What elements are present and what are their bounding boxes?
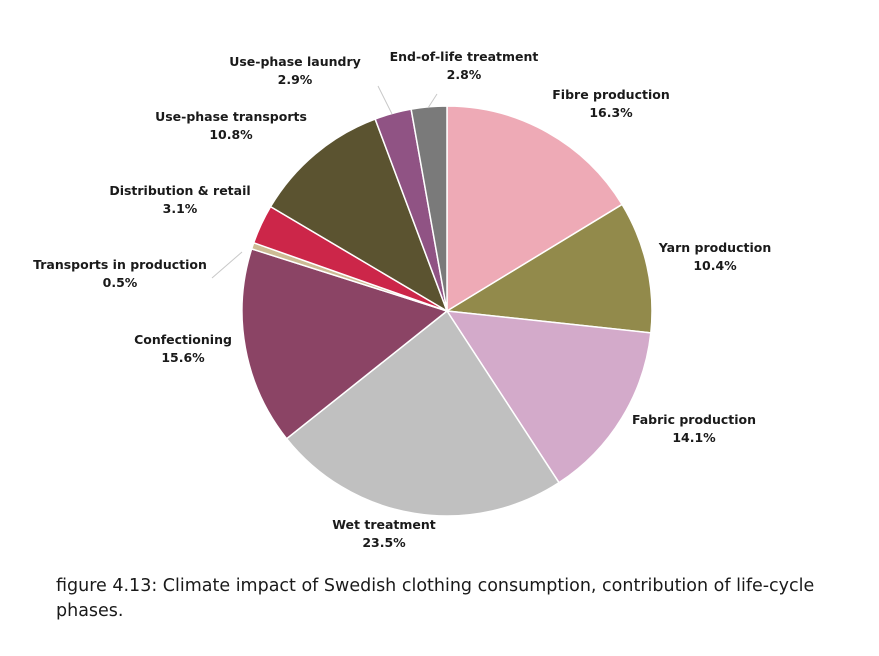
pie-slice-confectioning — [241, 247, 449, 440]
slice-label-fibre-production: Fibre production — [552, 87, 669, 102]
slice-label-transports-in-production: Transports in production — [33, 257, 207, 272]
slice-label-use-phase-transports: Use-phase transports — [155, 109, 307, 124]
slice-value-fibre-production: 16.3% — [589, 105, 633, 120]
figure-caption: figure 4.13: Climate impact of Swedish c… — [56, 576, 815, 621]
slice-label-wet-treatment: Wet treatment — [332, 517, 436, 532]
leader-line-transports-in-production — [211, 251, 243, 279]
slice-value-end-of-life-treatment: 2.8% — [447, 67, 482, 82]
pie-chart: Fibre production 16.3% Yarn production 10.4… — [33, 49, 771, 550]
slice-label-distribution-and-retail: Distribution & retail — [109, 183, 250, 198]
pie-slice-yarn-production — [444, 203, 653, 334]
slice-value-distribution-and-retail: 3.1% — [163, 201, 198, 216]
slice-value-transports-in-production: 0.5% — [103, 275, 138, 290]
slice-value-confectioning: 15.6% — [161, 350, 205, 365]
slice-label-confectioning: Confectioning — [134, 332, 232, 347]
slice-label-yarn-production: Yarn production — [658, 240, 771, 255]
pie-slice-fabric-production — [445, 310, 652, 484]
pie-slice-fibre-production — [446, 105, 624, 313]
slice-value-use-phase-laundry: 2.9% — [278, 72, 313, 87]
pie-slice-wet-treatment — [285, 309, 561, 517]
slice-label-fabric-production: Fabric production — [632, 412, 756, 427]
slice-value-wet-treatment: 23.5% — [362, 535, 406, 550]
slice-value-use-phase-transports: 10.8% — [209, 127, 253, 142]
slice-value-yarn-production: 10.4% — [693, 258, 737, 273]
slice-value-fabric-production: 14.1% — [672, 430, 716, 445]
pie-slices — [241, 105, 653, 517]
pie-slice-use-phase-transports — [269, 118, 449, 313]
leader-lines — [211, 85, 438, 279]
slice-label-end-of-life-treatment: End-of-life treatment — [390, 49, 539, 64]
slice-labels: Fibre production 16.3% Yarn production 10.4… — [33, 49, 771, 550]
slice-label-use-phase-laundry: Use-phase laundry — [229, 54, 361, 69]
leader-line-use-phase-laundry — [377, 85, 393, 115]
leader-line-end-of-life-treatment — [427, 93, 438, 109]
